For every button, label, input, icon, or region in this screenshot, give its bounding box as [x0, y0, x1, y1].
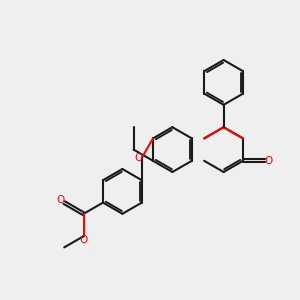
Text: O: O — [56, 195, 65, 205]
Text: O: O — [80, 235, 88, 245]
Text: O: O — [265, 156, 273, 166]
Text: O: O — [134, 153, 142, 163]
